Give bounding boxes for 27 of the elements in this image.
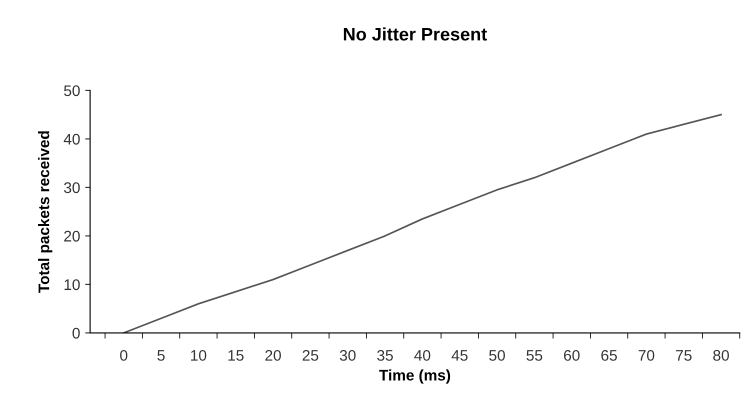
x-tick-label: 45: [452, 350, 468, 361]
line-series: [122, 114, 722, 333]
x-tick-label: 60: [564, 350, 580, 361]
x-tick-label: 30: [340, 350, 356, 361]
y-axis-title: Total packets received: [38, 131, 52, 293]
x-tick-label: 50: [489, 350, 505, 361]
x-tick-label: 10: [191, 350, 206, 361]
chart-title: No Jitter Present: [344, 27, 487, 41]
y-tick-label: 20: [64, 230, 80, 242]
x-tick-label: 25: [302, 350, 318, 361]
x-tick-label: 5: [157, 350, 165, 361]
x-axis-title: Time (ms): [379, 369, 450, 384]
y-tick-label: 0: [72, 328, 80, 339]
y-tick-label: 50: [64, 85, 80, 96]
x-tick-label: 15: [228, 350, 244, 361]
y-tick-label: 10: [64, 279, 80, 290]
x-tick-label: 55: [526, 350, 542, 361]
x-tick-label: 40: [414, 350, 430, 361]
x-tick-label: 65: [601, 350, 617, 361]
x-tick-label: 20: [265, 350, 281, 361]
y-tick-label: 30: [64, 182, 80, 194]
y-tick-label: 40: [64, 134, 80, 145]
x-tick-label: 80: [713, 350, 729, 361]
x-tick-label: 35: [377, 350, 393, 361]
x-tick-label: 75: [676, 350, 692, 361]
x-tick-label: 70: [638, 350, 654, 361]
x-tick-label: 0: [120, 350, 128, 361]
